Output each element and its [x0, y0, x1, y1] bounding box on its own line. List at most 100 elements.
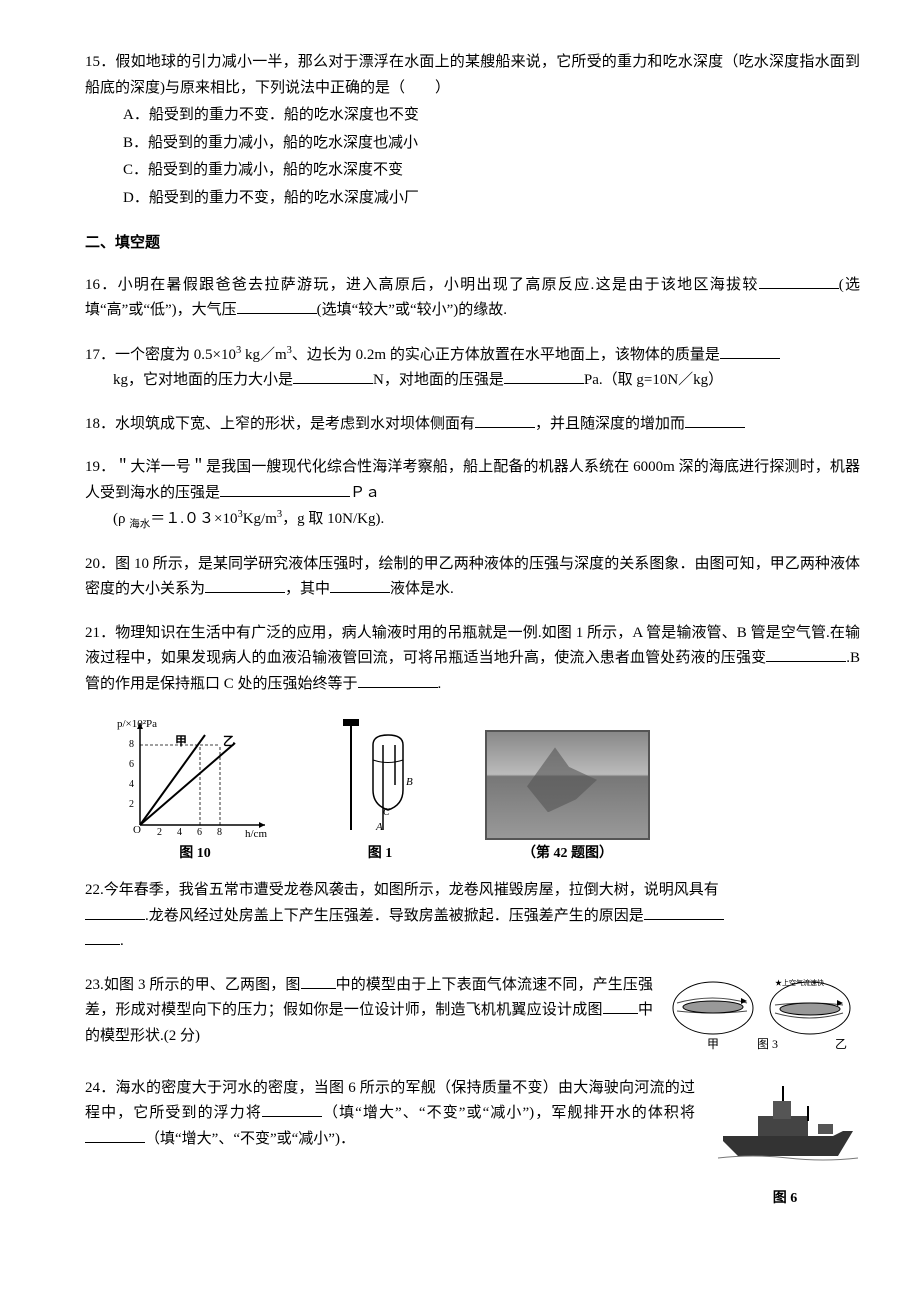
- q17-blank-1[interactable]: [720, 344, 780, 359]
- q15-option-a: A．船受到的重力不变．船的吃水深度也不变: [123, 103, 860, 129]
- q17-p1: 一个密度为 0.5×10: [115, 347, 236, 363]
- figure-3: 甲 乙 图 3 ★上空气流速快: [665, 973, 860, 1058]
- fig10-ylabel: p/×10²Pa: [117, 718, 157, 730]
- question-23: 23.如图 3 所示的甲、乙两图，图中的模型由于上下表面气体流速不同，产生压强差…: [85, 973, 860, 1058]
- q21-p3: .: [438, 676, 442, 692]
- q18-blank-1[interactable]: [475, 413, 535, 428]
- question-16: 16．小明在暑假跟爸爸去拉萨游玩，进入高原后，小明出现了高原反应.这是由于该地区…: [85, 273, 860, 324]
- q16-part3: (选填“较大”或“较小”)的缘故.: [317, 302, 507, 318]
- q17-blank-2[interactable]: [293, 369, 373, 384]
- q22-number: 22.: [85, 882, 104, 898]
- q19-number: 19．: [85, 459, 115, 475]
- section-title-fill: 二、填空题: [85, 231, 860, 257]
- svg-text:C: C: [383, 807, 390, 818]
- q22-blank-2[interactable]: [644, 905, 724, 920]
- q18-p2: ，并且随深度的增加而: [535, 416, 685, 432]
- q17-p1b: kg／m: [241, 347, 286, 363]
- q24-blank-2[interactable]: [85, 1128, 145, 1143]
- q15-number: 15．: [85, 54, 115, 70]
- q19-p1: ＂大洋一号＂是我国一艘现代化综合性海洋考察船，船上配备的机器人系统在 6000m…: [85, 459, 860, 501]
- q16-blank-2[interactable]: [237, 299, 317, 314]
- q23-number: 23.: [85, 977, 104, 993]
- q24-p3: （填“增大”、“不变”或“减小”)．: [145, 1131, 355, 1147]
- q17-p2: kg，它对地面的压力大小是: [113, 372, 293, 388]
- svg-text:2: 2: [129, 799, 134, 810]
- q21-number: 21．: [85, 625, 115, 641]
- q21-blank-2[interactable]: [358, 673, 438, 688]
- q20-p1: 图 10 所示，是某同学研究液体压强时，绘制的甲乙两种液体的压强与深度的关系图象…: [85, 556, 860, 598]
- fig42-caption: （第 42 题图）: [485, 842, 650, 866]
- q15-stem: 假如地球的引力减小一半，那么对于漂浮在水面上的某艘船来说，它所受的重力和吃水深度…: [85, 54, 860, 96]
- fig1-caption: 图 1: [325, 842, 435, 866]
- q22-p2: .龙卷风经过处房盖上下产生压强差．导致房盖被掀起．压强差产生的原因是: [145, 908, 644, 924]
- q19-sub1: 海水: [129, 519, 150, 530]
- svg-text:4: 4: [129, 779, 134, 790]
- svg-text:B: B: [406, 776, 413, 788]
- svg-text:甲: 甲: [175, 734, 187, 748]
- svg-text:8: 8: [217, 827, 222, 838]
- question-17: 17．一个密度为 0.5×103 kg／m3、边长为 0.2m 的实心正方体放置…: [85, 342, 860, 394]
- svg-text:★上空气流速快: ★上空气流速快: [775, 978, 824, 987]
- svg-text:甲: 甲: [707, 1037, 719, 1051]
- q16-blank-1[interactable]: [759, 274, 839, 289]
- q23-blank-1[interactable]: [301, 974, 336, 989]
- q15-option-d: D．船受到的重力不变，船的吃水深度减小厂: [123, 186, 860, 212]
- svg-text:6: 6: [197, 827, 202, 838]
- q19-blank-1[interactable]: [220, 482, 350, 497]
- q24-p2: （填“增大”、“不变”或“减小”)，军舰排开水的体积将: [322, 1105, 695, 1121]
- svg-text:A: A: [375, 821, 383, 833]
- q18-number: 18．: [85, 416, 115, 432]
- q21-blank-1[interactable]: [766, 647, 846, 662]
- fig42-image: [485, 730, 650, 840]
- q17-p4: Pa.（取 g=10N／kg）: [584, 372, 723, 388]
- q20-blank-1[interactable]: [205, 578, 285, 593]
- svg-text:乙: 乙: [835, 1037, 847, 1051]
- q23-text: 23.如图 3 所示的甲、乙两图，图中的模型由于上下表面气体流速不同，产生压强差…: [85, 973, 653, 1050]
- q17-number: 17．: [85, 347, 115, 363]
- question-19: 19．＂大洋一号＂是我国一艘现代化综合性海洋考察船，船上配备的机器人系统在 60…: [85, 455, 860, 534]
- svg-text:4: 4: [177, 827, 182, 838]
- svg-text:8: 8: [129, 739, 134, 750]
- q18-blank-2[interactable]: [685, 413, 745, 428]
- q18-p1: 水坝筑成下宽、上窄的形状，是考虑到水对坝体侧面有: [115, 416, 475, 432]
- q22-p1: 今年春季，我省五常市遭受龙卷风袭击，如图所示，龙卷风摧毁房屋，拉倒大树，说明风具…: [104, 882, 719, 898]
- question-15: 15．假如地球的引力减小一半，那么对于漂浮在水面上的某艘船来说，它所受的重力和吃…: [85, 50, 860, 211]
- svg-text:O: O: [133, 824, 141, 836]
- figure-3-svg: 甲 乙 图 3 ★上空气流速快: [665, 973, 860, 1058]
- figure-6: 图 6: [710, 1076, 860, 1211]
- q21-p1: 物理知识在生活中有广泛的应用，病人输液时用的吊瓶就是一例.如图 1 所示，A 管…: [85, 625, 860, 667]
- q24-number: 24．: [85, 1080, 116, 1096]
- figure-6-svg: [713, 1076, 858, 1166]
- question-22: 22.今年春季，我省五常市遭受龙卷风袭击，如图所示，龙卷风摧毁房屋，拉倒大树，说…: [85, 878, 860, 955]
- q20-blank-2[interactable]: [330, 578, 390, 593]
- fig10-caption: 图 10: [115, 842, 275, 866]
- q24-text: 24．海水的密度大于河水的密度，当图 6 所示的军舰（保持质量不变）由大海驶向河…: [85, 1076, 695, 1153]
- q22-blank-2b[interactable]: [85, 930, 120, 945]
- q17-blank-3[interactable]: [504, 369, 584, 384]
- fig6-caption: 图 6: [710, 1187, 860, 1211]
- q23-blank-2[interactable]: [603, 999, 638, 1014]
- question-24: 24．海水的密度大于河水的密度，当图 6 所示的军舰（保持质量不变）由大海驶向河…: [85, 1076, 860, 1211]
- q22-blank-1[interactable]: [85, 905, 145, 920]
- q20-p3: 液体是水.: [390, 581, 454, 597]
- q23-p1: 如图 3 所示的甲、乙两图，图: [104, 977, 301, 993]
- q19-p3b: ＝１.０３×10: [150, 511, 237, 527]
- fig10-xlabel: h/cm: [245, 828, 267, 840]
- q20-p2: ，其中: [285, 581, 330, 597]
- q16-number: 16．: [85, 277, 118, 293]
- q19-p3c: Kg/m: [243, 511, 277, 527]
- q24-blank-1[interactable]: [262, 1102, 322, 1117]
- q17-p1c: 、边长为 0.2m 的实心正方体放置在水平地面上，该物体的质量是: [292, 347, 720, 363]
- svg-text:2: 2: [157, 827, 162, 838]
- question-18: 18．水坝筑成下宽、上窄的形状，是考虑到水对坝体侧面有 ，并且随深度的增加而: [85, 412, 860, 438]
- q19-p3a: (ρ: [113, 511, 129, 527]
- figure-1: A B C 图 1: [325, 715, 435, 866]
- q15-option-c: C．船受到的重力减小，船的吃水深度不变: [123, 158, 860, 184]
- q17-p3: N，对地面的压强是: [373, 372, 504, 388]
- q22-p3: .: [120, 933, 124, 949]
- q16-part1: 小明在暑假跟爸爸去拉萨游玩，进入高原后，小明出现了高原反应.这是由于该地区海拔较: [118, 277, 759, 293]
- question-20: 20．图 10 所示，是某同学研究液体压强时，绘制的甲乙两种液体的压强与深度的关…: [85, 552, 860, 603]
- question-21: 21．物理知识在生活中有广泛的应用，病人输液时用的吊瓶就是一例.如图 1 所示，…: [85, 621, 860, 698]
- q19-line2: (ρ 海水＝１.０３×103Kg/m3，g 取 10N/Kg).: [85, 506, 860, 534]
- fig3-caption: 图 3: [757, 1037, 778, 1051]
